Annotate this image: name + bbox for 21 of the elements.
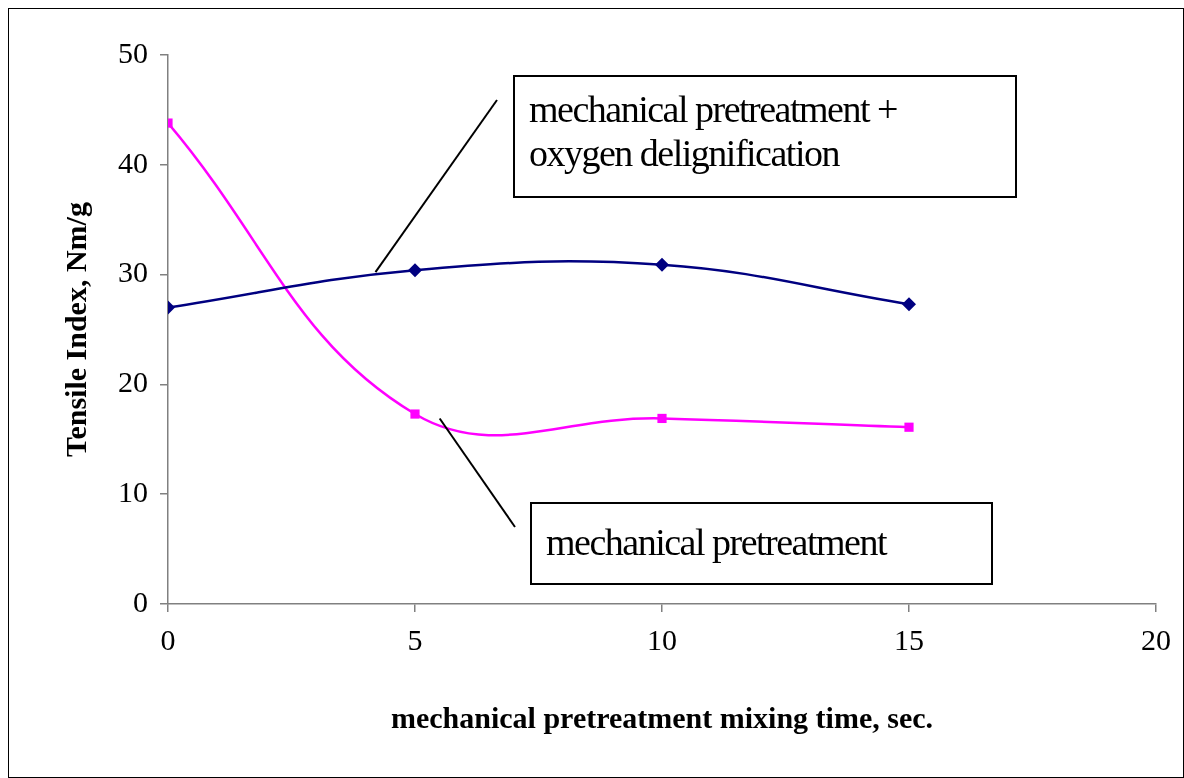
y-tick-label: 20 <box>118 365 148 399</box>
text: mechanical pretreatment <box>530 502 993 585</box>
x-axis-title: mechanical pretreatment mixing time, sec. <box>390 700 934 734</box>
point <box>902 297 916 312</box>
point <box>904 422 914 432</box>
text: mechanical pretreatment + oxygen delignification <box>513 75 1017 198</box>
x-tick-label: 5 <box>407 622 423 656</box>
y-tick-label: 40 <box>118 145 148 179</box>
point <box>408 263 422 278</box>
point <box>655 257 669 272</box>
y-tick-label: 0 <box>133 584 148 618</box>
point <box>410 409 420 419</box>
point <box>657 413 667 424</box>
y-tick-label: 30 <box>118 255 148 289</box>
x-tick-label: 15 <box>894 622 924 656</box>
y-tick-label: 10 <box>118 475 148 509</box>
y-tick-label: 50 <box>118 35 148 69</box>
x-tick-label: 20 <box>1141 622 1171 656</box>
y-axis-title: Tensile Index, Nm/g <box>58 202 92 457</box>
x-tick-label: 0 <box>160 622 176 656</box>
x-tick-label: 10 <box>647 622 677 656</box>
